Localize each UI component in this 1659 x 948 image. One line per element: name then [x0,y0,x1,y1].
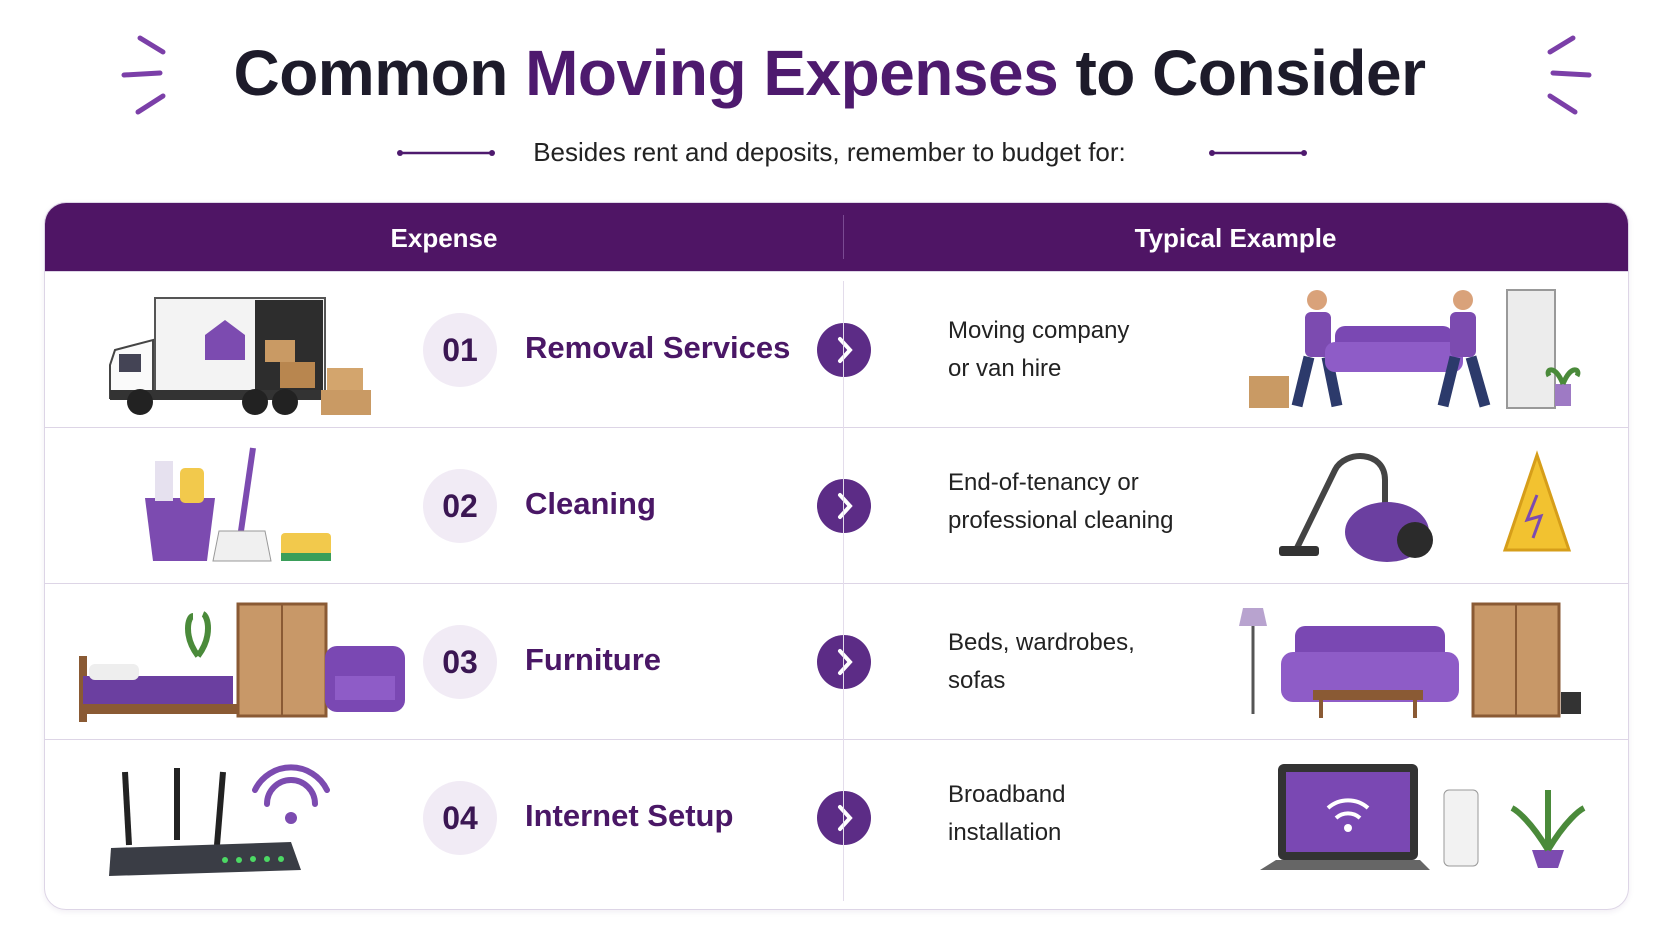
row: 02 Cleaning End-of-tenancy or professiona… [45,427,1628,584]
table-header: Expense Typical Example [45,203,1628,271]
subtitle-rule [397,150,495,156]
arrow [817,791,871,845]
example-line: End-of-tenancy or [948,469,1139,496]
decoration [121,35,166,115]
row-number: 04 [423,781,497,855]
expense: Removal Services [525,330,791,365]
row: 03 Furniture Beds, wardrobes, sofas [45,583,1628,740]
example-line: installation [948,819,1062,846]
arrow [817,323,871,377]
expense: Furniture [525,642,662,677]
expense: Cleaning [525,486,656,521]
example: Moving company or van hire [948,312,1129,388]
title-end: to Consider [1075,37,1426,109]
row-number: 01 [423,313,497,387]
table: Expense Typical Example 01 Removal Servi… [44,202,1629,910]
cleaning-icon [145,447,331,562]
column-divider [843,281,844,901]
row-number: 03 [423,625,497,699]
title-highlight: Moving Expenses [525,37,1059,109]
arrow [817,635,871,689]
example-line: Beds, wardrobes, [948,629,1135,656]
truck-icon [109,297,371,415]
example-line: or van hire [948,355,1062,382]
example-line: Broadband [948,781,1066,808]
laptop-icon [1260,764,1586,870]
example-line: sofas [948,667,1006,694]
subtitle-rule [1209,150,1307,156]
example: End-of-tenancy or professional cleaning [948,464,1173,540]
furniture-icon [79,602,405,722]
title-start: Common [233,37,508,109]
arrow [817,479,871,533]
router-icon [109,764,330,876]
row-number: 02 [423,469,497,543]
title: Common Moving Expenses to Consider [0,36,1659,110]
decoration [1547,35,1592,115]
expense: Internet Setup [525,798,734,833]
column-header: Expense [390,223,498,253]
movers-icon [1249,289,1581,409]
example: Beds, wardrobes, sofas [948,624,1135,700]
vacuum-icon [1279,450,1572,562]
example-line: professional cleaning [948,507,1174,534]
subtitle: Besides rent and deposits, remember to b… [533,137,1126,167]
row: 04 Internet Setup Broadband installation [45,739,1628,909]
living-room-icon [1239,602,1581,718]
column-header: Typical Example [1134,223,1337,253]
row: 01 Removal Services Moving company or van… [45,271,1628,428]
example-line: Moving company [948,317,1130,344]
example: Broadband installation [948,776,1065,852]
